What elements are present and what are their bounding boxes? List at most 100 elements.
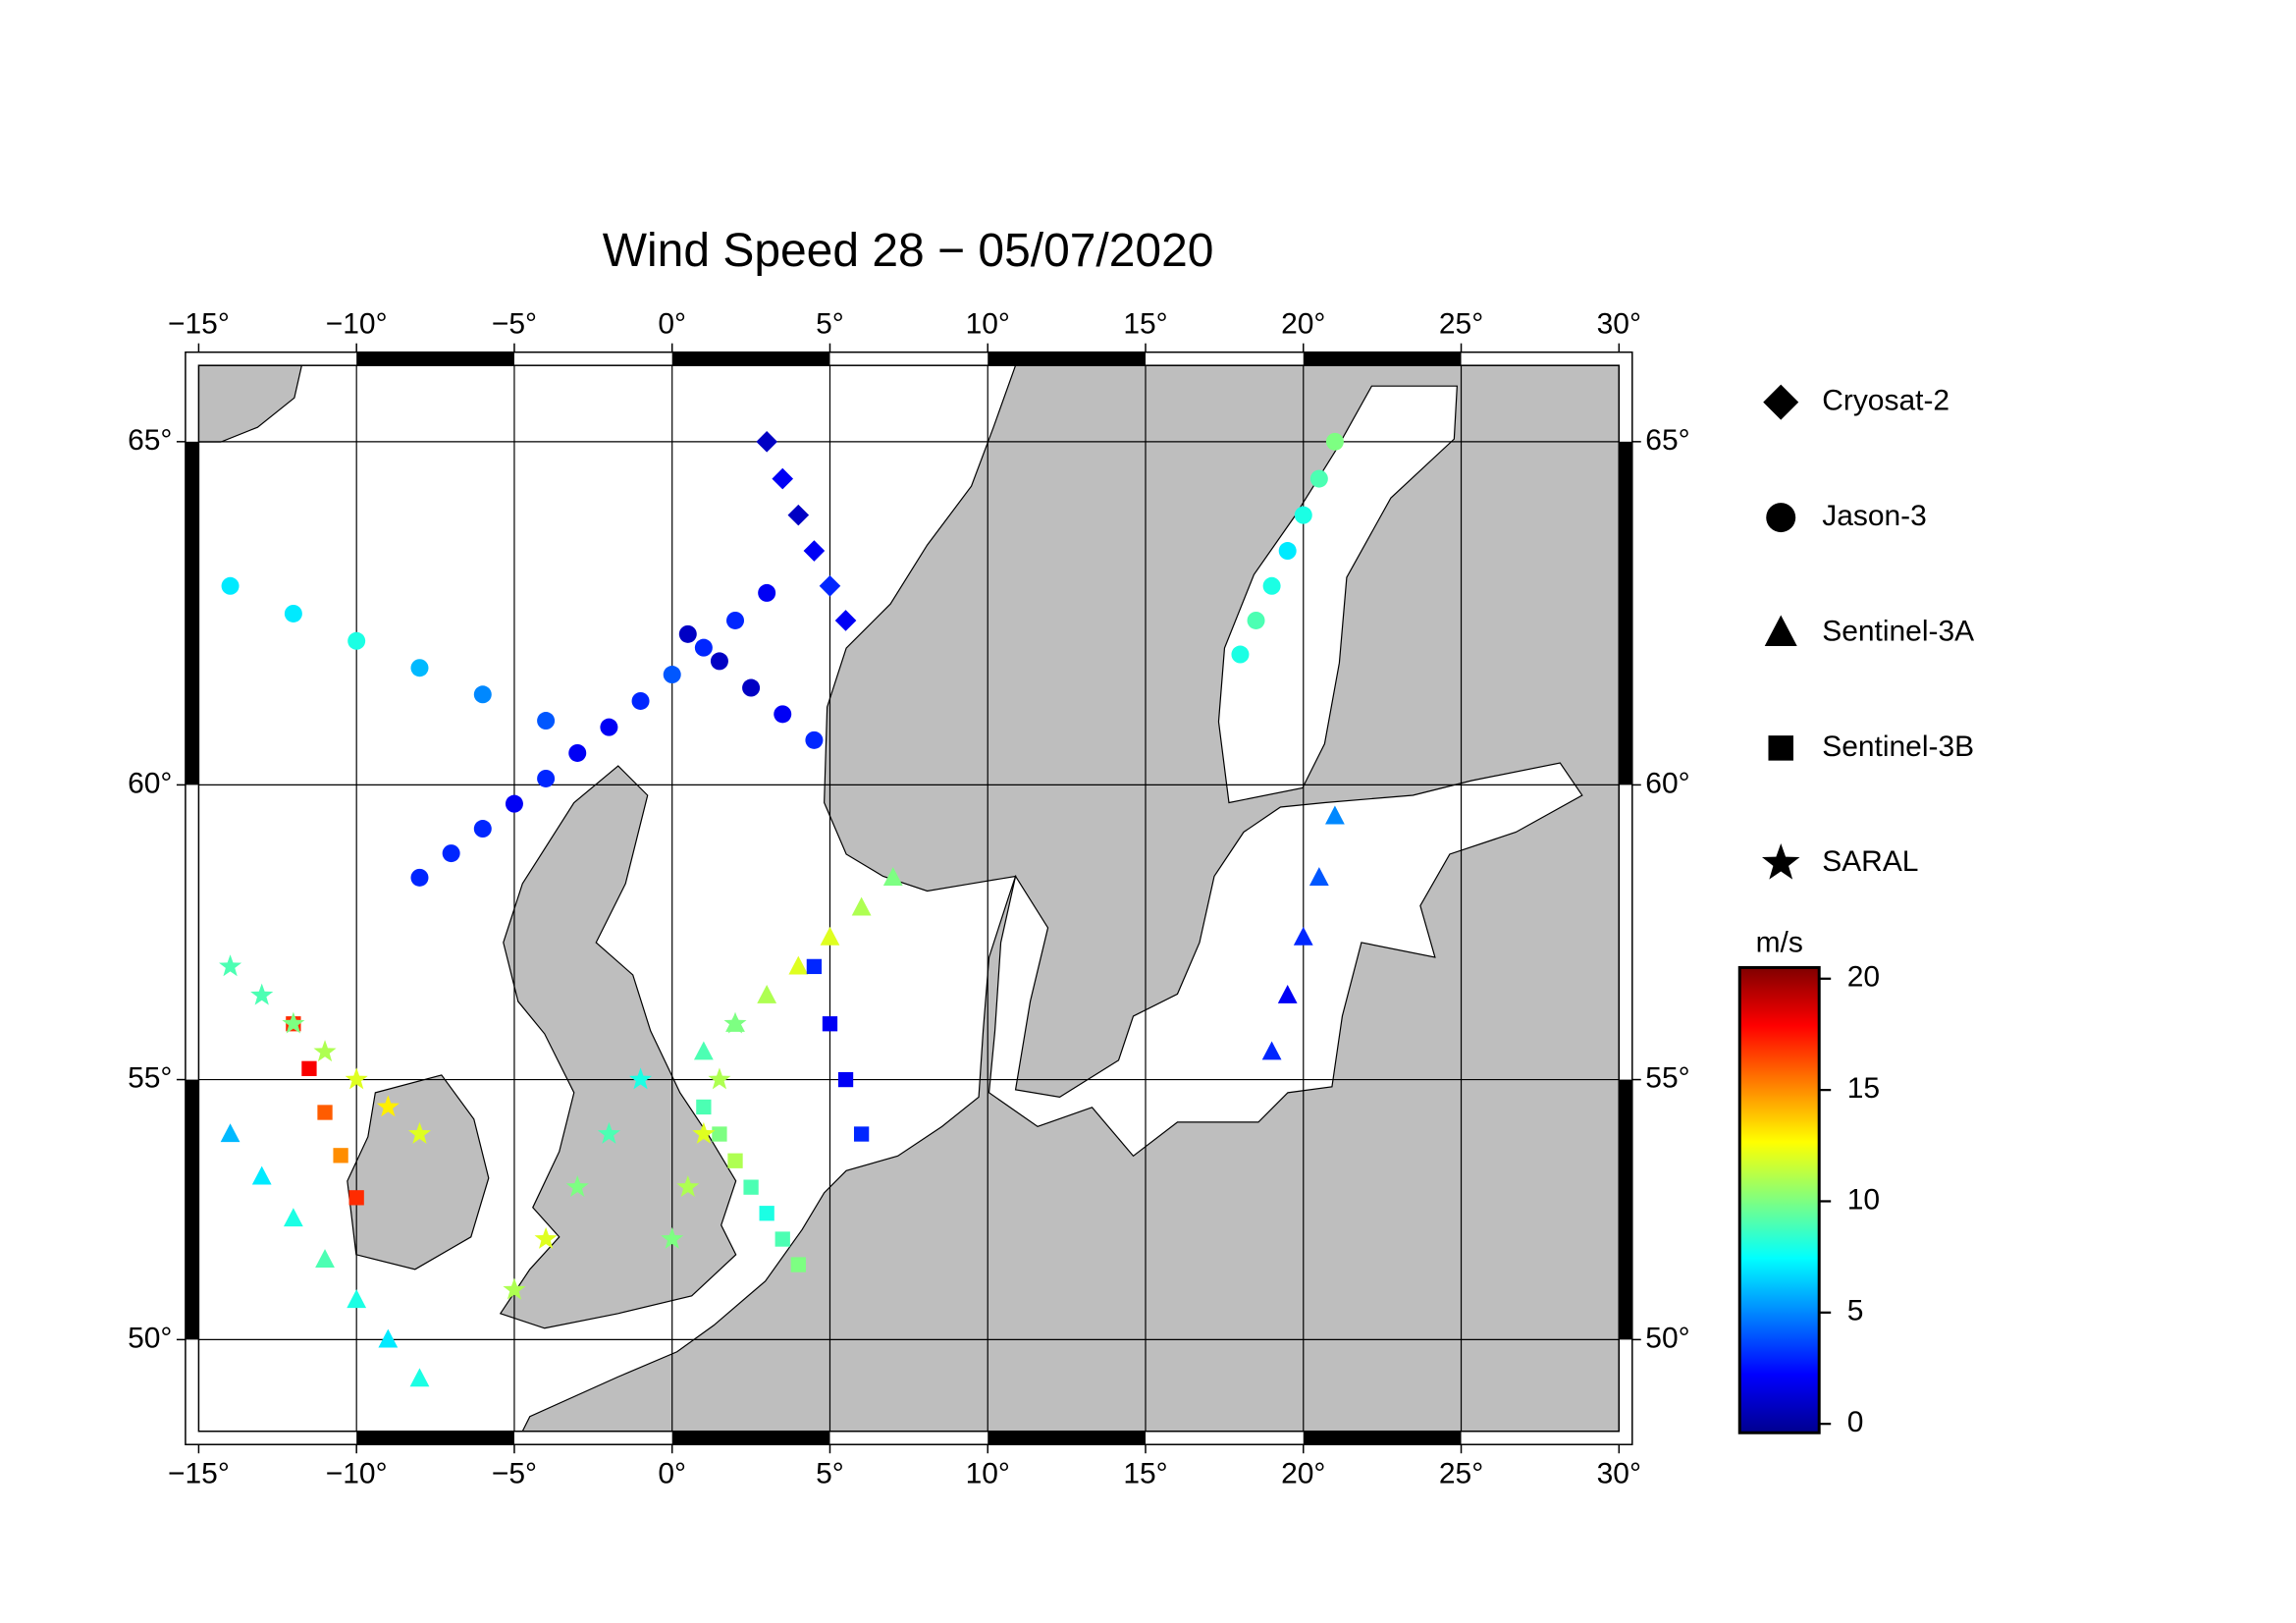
marker-square (333, 1148, 348, 1163)
marker-triangle (283, 1208, 303, 1227)
y-tick-label: 55° (1645, 1061, 1689, 1094)
marker-triangle (1308, 867, 1329, 886)
chart-title: Wind Speed 28 − 05/07/2020 (603, 225, 1214, 277)
frame-band (671, 352, 830, 366)
data-points (219, 431, 1345, 1387)
frame-band (1303, 1431, 1462, 1445)
marker-triangle (693, 1041, 714, 1060)
marker-circle (1294, 506, 1312, 524)
x-tick-label: 15° (1123, 308, 1167, 341)
marker-circle (221, 576, 240, 595)
frame-band (356, 352, 514, 366)
marker-triangle (820, 926, 840, 946)
marker-square (301, 1060, 317, 1076)
frame-band (356, 1431, 514, 1445)
marker-circle (505, 794, 523, 813)
marker-diamond (803, 540, 826, 562)
marker-star (345, 1067, 368, 1090)
marker-square (837, 1071, 854, 1088)
marker-star (219, 954, 242, 977)
x-tick-label: 15° (1123, 1458, 1167, 1490)
marker-circle (284, 604, 302, 622)
marker-star (629, 1067, 653, 1090)
marker-triangle (757, 984, 777, 1003)
marker-diamond (1763, 384, 1799, 420)
x-tick-label: −15° (168, 1458, 230, 1490)
marker-circle (694, 638, 713, 657)
marker-circle (473, 685, 492, 704)
land-europe (521, 365, 1620, 1432)
marker-triangle (1277, 984, 1298, 1003)
frame-band (1619, 441, 1632, 785)
grid (198, 365, 1620, 1432)
marker-star (1761, 843, 1800, 880)
y-tick-label: 55° (128, 1061, 172, 1094)
map-area (198, 365, 1620, 1432)
x-tick-label: 5° (816, 1458, 844, 1490)
marker-triangle (251, 1165, 272, 1185)
sea-bothnia (1217, 385, 1458, 804)
x-tick-label: −10° (326, 308, 388, 341)
marker-diamond (772, 467, 794, 490)
frame-outer (185, 351, 1633, 1445)
marker-square (696, 1099, 712, 1115)
x-tick-label: 0° (658, 1458, 686, 1490)
marker-circle (774, 705, 792, 724)
marker-star (313, 1040, 337, 1062)
marker-square (759, 1206, 774, 1221)
axes: −15° −15° −10° −10° −5° −5° 0° 0° 5° 5° 10° 10° 15° 1… (128, 308, 1690, 1490)
marker-circle (473, 820, 492, 839)
marker-diamond (819, 575, 841, 597)
marker-triangle (851, 896, 872, 916)
land-britain (499, 765, 737, 1329)
marker-circle (568, 743, 587, 762)
colorbar-tick-label: 0 (1847, 1406, 1864, 1438)
colorbar-tick-label: 15 (1847, 1072, 1880, 1105)
marker-star (692, 1121, 716, 1144)
marker-triangle (788, 955, 809, 975)
y-tick-label: 50° (1645, 1322, 1689, 1354)
x-tick-label: 30° (1597, 308, 1641, 341)
marker-star (597, 1121, 620, 1144)
marker-circle (537, 769, 556, 787)
marker-circle (410, 659, 429, 677)
marker-square (774, 1231, 790, 1247)
marker-circle (1231, 645, 1250, 664)
marker-square (790, 1257, 806, 1272)
marker-circle (1247, 611, 1265, 629)
colorbar-tick-label: 10 (1847, 1183, 1880, 1216)
marker-triangle (347, 1289, 367, 1309)
marker-circle (1325, 432, 1344, 451)
marker-star (282, 1011, 305, 1034)
marker-circle (805, 730, 824, 749)
x-tick-label: −5° (492, 1458, 537, 1490)
marker-circle (1766, 503, 1796, 533)
marker-circle (758, 583, 776, 602)
marker-square (317, 1105, 333, 1120)
marker-circle (537, 712, 556, 730)
y-tick-label: 60° (1645, 767, 1689, 799)
marker-star (723, 1011, 747, 1034)
x-tick-label: 10° (966, 1458, 1010, 1490)
marker-square (348, 1190, 364, 1206)
marker-square (1768, 735, 1793, 761)
colorbar-tick-label: 20 (1847, 961, 1880, 994)
marker-star (534, 1226, 558, 1249)
frame-band (185, 441, 199, 785)
marker-triangle (1293, 926, 1313, 946)
x-tick-label: 10° (966, 308, 1010, 341)
frame-band (185, 1079, 199, 1340)
marker-star (250, 983, 274, 1005)
marker-circle (1262, 576, 1281, 595)
marker-circle (678, 624, 697, 643)
marker-circle (710, 652, 728, 671)
marker-diamond (756, 431, 777, 453)
legend-label: Jason-3 (1822, 500, 1927, 532)
y-tick-label: 50° (128, 1322, 172, 1354)
marker-square (743, 1179, 759, 1195)
marker-circle (410, 868, 429, 887)
x-tick-label: 20° (1281, 308, 1325, 341)
marker-circle (726, 611, 745, 629)
x-tick-label: −5° (492, 308, 537, 341)
frame-band (1619, 1079, 1632, 1340)
